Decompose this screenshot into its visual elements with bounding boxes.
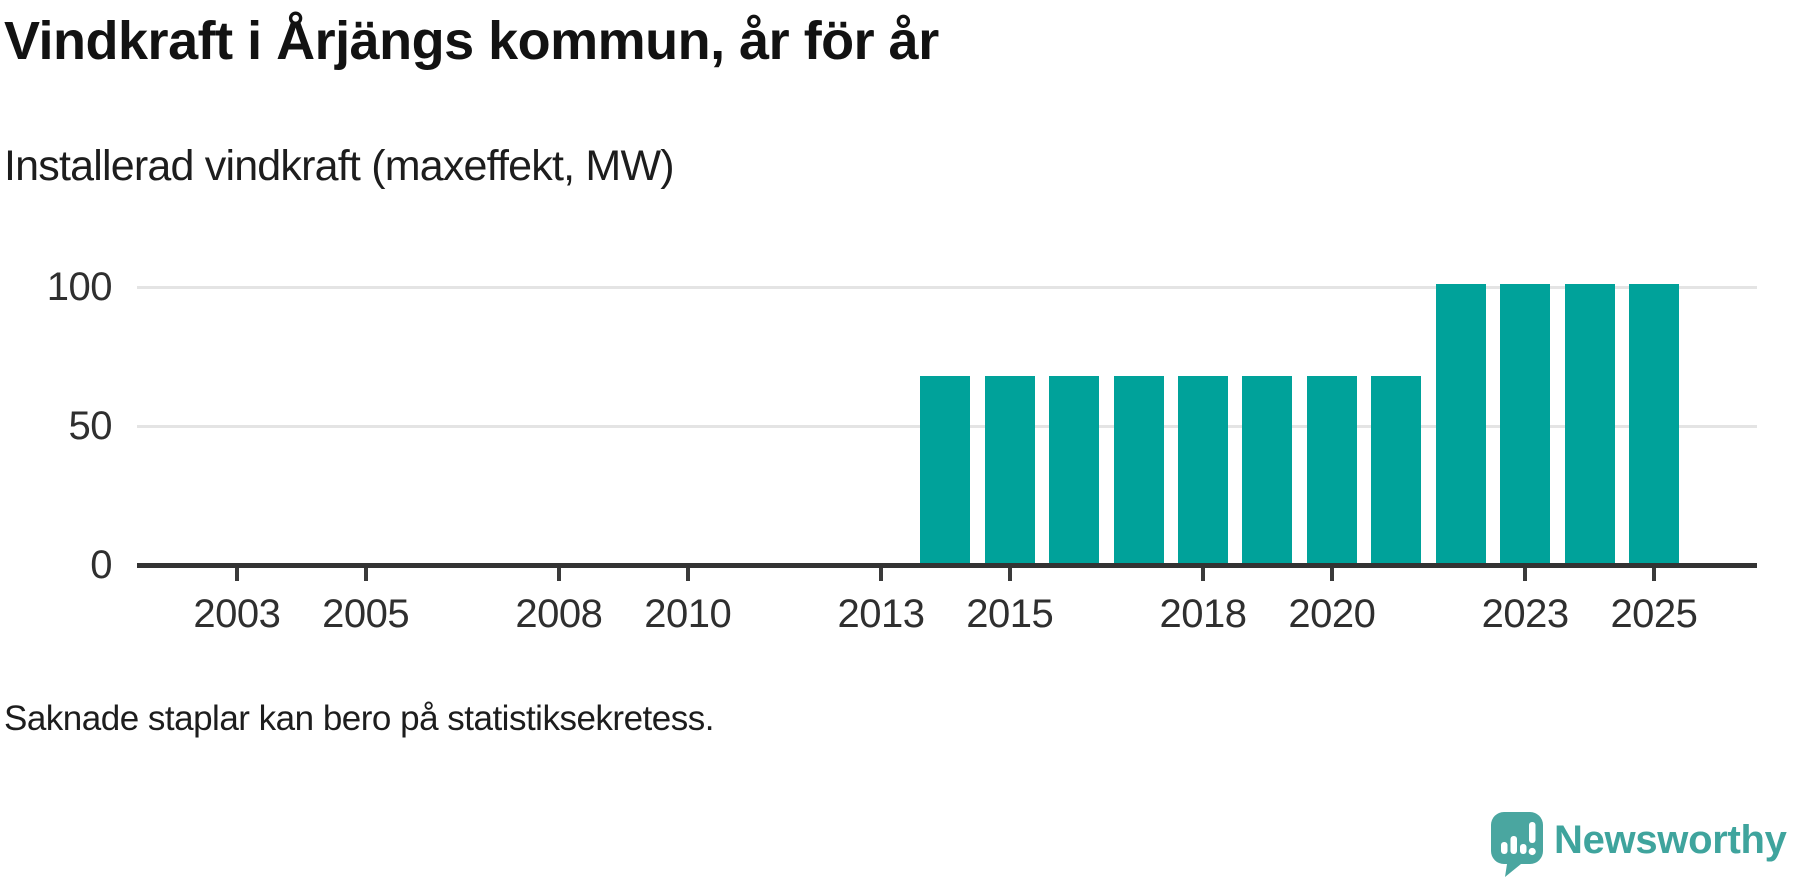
bar-2023: [1500, 284, 1551, 566]
x-tick-2020: [1329, 568, 1334, 581]
bar-2017: [1113, 375, 1164, 566]
x-tick-2023: [1523, 568, 1528, 581]
x-tick-2005: [363, 568, 368, 581]
gridline-100: [137, 286, 1757, 289]
y-tick-label-0: 0: [90, 543, 112, 587]
brand-lockup: Newsworthy: [1490, 811, 1800, 879]
bar-2020: [1306, 375, 1357, 566]
x-tick-2013: [878, 568, 883, 581]
x-tick-label-2023: 2023: [1481, 592, 1569, 636]
bar-2016: [1049, 375, 1100, 566]
x-axis-line: [137, 563, 1757, 568]
bar-2018: [1178, 375, 1229, 566]
newsworthy-logo-icon: [1491, 812, 1543, 877]
x-tick-2018: [1201, 568, 1206, 581]
x-tick-2010: [685, 568, 690, 581]
bar-2019: [1242, 375, 1293, 566]
bar-2022: [1435, 284, 1486, 566]
x-tick-label-2005: 2005: [322, 592, 410, 636]
bar-2014: [920, 375, 971, 566]
y-tick-label-50: 50: [68, 404, 113, 448]
chart-title: Vindkraft i Årjängs kommun, år för år: [4, 11, 939, 71]
x-tick-label-2013: 2013: [837, 592, 925, 636]
chart-subtitle: Installerad vindkraft (maxeffekt, MW): [4, 142, 675, 190]
x-tick-2003: [234, 568, 239, 581]
brand-name: Newsworthy: [1554, 818, 1787, 862]
x-tick-2025: [1651, 568, 1656, 581]
bar-2021: [1371, 375, 1422, 566]
y-tick-label-100: 100: [46, 265, 113, 309]
x-tick-label-2010: 2010: [644, 592, 732, 636]
bar-2025: [1628, 284, 1679, 566]
bar-2024: [1564, 284, 1615, 566]
x-tick-2015: [1007, 568, 1012, 581]
bar-2015: [984, 375, 1035, 566]
x-tick-label-2025: 2025: [1610, 592, 1698, 636]
x-tick-label-2020: 2020: [1288, 592, 1376, 636]
x-tick-2008: [556, 568, 561, 581]
x-tick-label-2003: 2003: [193, 592, 281, 636]
footnote: Saknade staplar kan bero på statistiksek…: [4, 699, 714, 738]
x-tick-label-2015: 2015: [966, 592, 1054, 636]
x-tick-label-2008: 2008: [515, 592, 603, 636]
x-tick-label-2018: 2018: [1159, 592, 1247, 636]
